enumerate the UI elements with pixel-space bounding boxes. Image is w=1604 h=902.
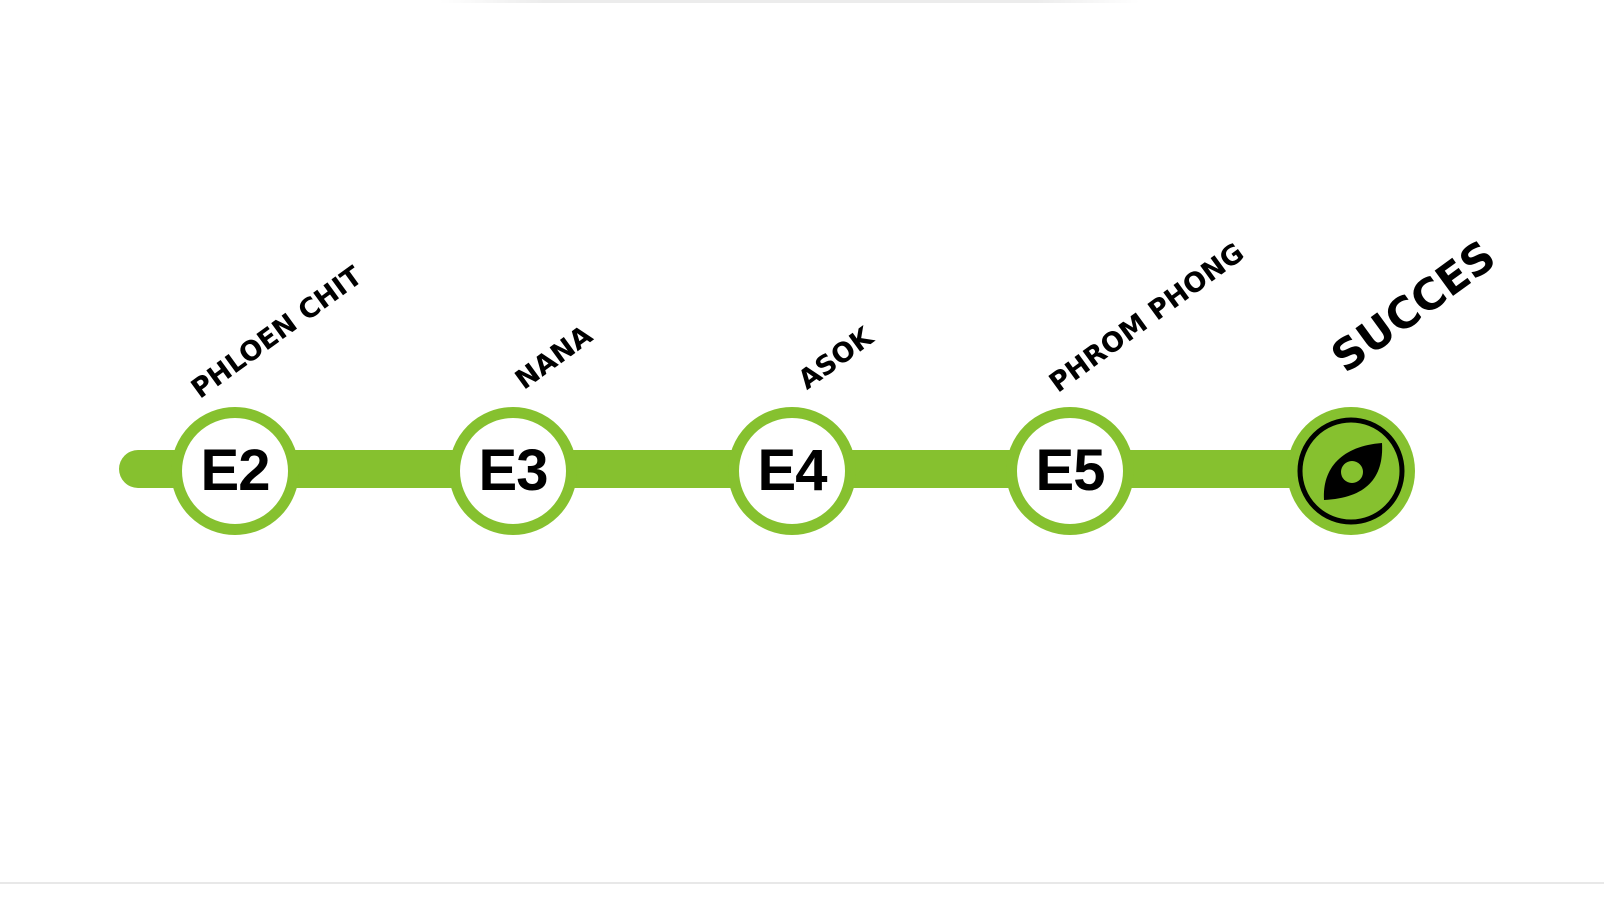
station-name-label: PHROM PHONG	[1043, 237, 1251, 399]
station-code: E4	[757, 438, 828, 503]
station-code: E5	[1035, 438, 1106, 503]
station-name-label: ASOK	[792, 321, 880, 396]
destination-marker	[1287, 407, 1415, 535]
station-marker-e5: E5	[1006, 407, 1134, 535]
destination-name-label: SUCCES	[1322, 231, 1506, 383]
route-line	[119, 450, 1319, 488]
station-marker-e2: E2	[171, 407, 299, 535]
station-code: E2	[200, 438, 271, 503]
station-marker-e4: E4	[728, 407, 856, 535]
station-name-label: PHLOEN CHIT	[185, 260, 369, 405]
bottom-divider	[0, 882, 1604, 902]
station-marker-e3: E3	[449, 407, 577, 535]
station-name-label: NANA	[509, 319, 599, 396]
top-divider	[440, 0, 1140, 3]
station-code: E3	[478, 438, 549, 503]
leaf-target-icon	[1297, 417, 1405, 525]
